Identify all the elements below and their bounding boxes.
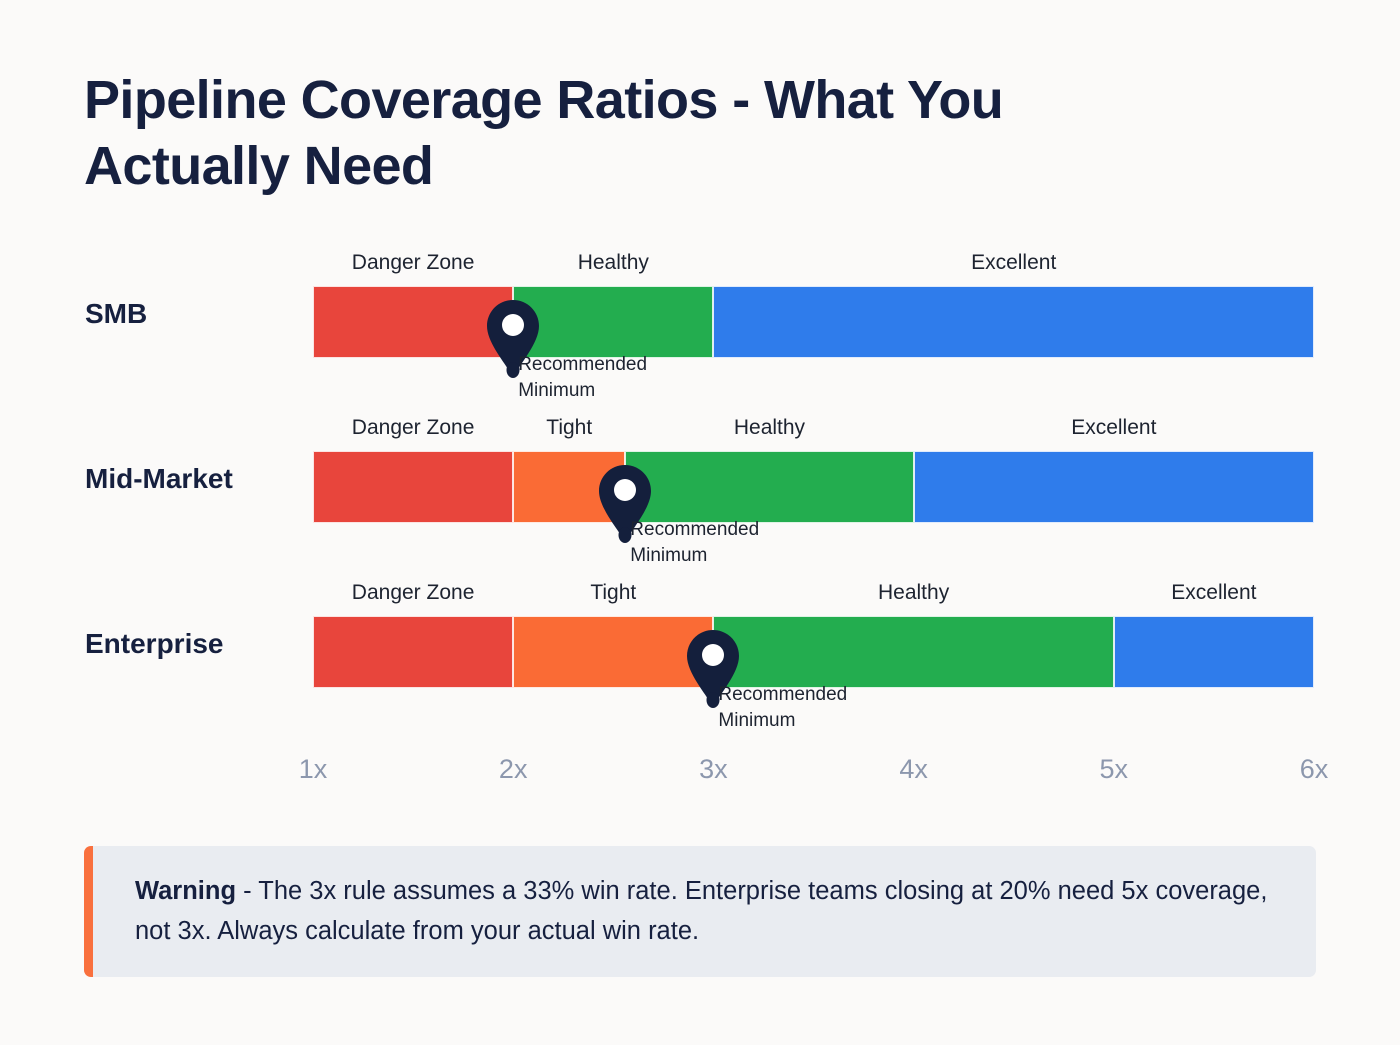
segment-label: Danger Zone <box>351 416 475 439</box>
segment-danger-zone[interactable] <box>313 286 514 358</box>
warning-label: Warning <box>135 877 237 905</box>
map-pin-icon <box>687 630 740 706</box>
marker-dot <box>706 692 720 708</box>
marker-caption-line1: Recommended <box>518 354 648 375</box>
marker-caption: Recommended Minimum <box>518 352 647 403</box>
segment-label: Healthy <box>577 251 649 274</box>
page-title: Pipeline Coverage Ratios - What You Actu… <box>84 70 1004 196</box>
warning-callout: Warning - The 3x rule assumes a 33% win … <box>84 846 1316 978</box>
row-label-smb: SMB <box>85 298 148 329</box>
marker-caption: Recommended Minimum <box>718 682 847 733</box>
coverage-track: Danger Zone Tight Healthy Excellent Recommen… <box>313 581 1314 731</box>
row-label-enterprise: Enterprise <box>85 628 224 659</box>
segment-excellent[interactable] <box>913 451 1314 523</box>
marker-dot <box>618 527 632 543</box>
coverage-track: Danger Zone Healthy Excellent Recommended Mi… <box>313 251 1314 401</box>
segment-label: Danger Zone <box>351 581 475 604</box>
segment-danger-zone[interactable] <box>313 451 514 523</box>
recommended-minimum-marker[interactable]: Recommended Minimum <box>486 300 647 401</box>
axis-tick: 5x <box>1099 754 1129 784</box>
segment-label: Excellent <box>971 251 1057 274</box>
marker-caption-line2: Minimum <box>630 544 708 566</box>
segment-tight[interactable] <box>513 616 714 688</box>
axis-tick: 4x <box>899 754 928 784</box>
segment-label: Excellent <box>1071 416 1157 439</box>
warning-body: - The 3x rule assumes a 33% win rate. En… <box>135 877 1268 945</box>
x-axis: 1x 2x 3x 4x 5x 6x <box>0 754 1400 794</box>
axis-tick: 2x <box>498 754 528 784</box>
marker-caption-line2: Minimum <box>718 709 796 731</box>
marker-caption: Recommended Minimum <box>630 517 759 568</box>
warning-text: Warning - The 3x rule assumes a 33% win … <box>135 872 1282 951</box>
segment-label: Excellent <box>1171 581 1257 604</box>
coverage-track: Danger Zone Tight Healthy Excellent Recommen… <box>313 416 1314 566</box>
marker-caption-line1: Recommended <box>630 519 760 540</box>
coverage-chart: SMB Danger Zone Healthy Excellent Recommende… <box>0 236 1400 796</box>
map-pin-icon <box>487 300 540 376</box>
segment-label: Tight <box>546 416 593 439</box>
segment-healthy[interactable] <box>513 286 714 358</box>
marker-caption-line1: Recommended <box>718 684 848 705</box>
segment-excellent[interactable] <box>1113 616 1314 688</box>
segment-label: Healthy <box>877 581 950 604</box>
row-label-mid-market: Mid-Market <box>85 463 233 494</box>
recommended-minimum-marker[interactable]: Recommended Minimum <box>598 465 759 566</box>
segment-healthy[interactable] <box>625 451 914 523</box>
segment-label: Tight <box>590 581 637 604</box>
axis-tick: 3x <box>699 754 728 784</box>
segment-label: Healthy <box>733 416 806 439</box>
segment-label: Danger Zone <box>351 251 475 274</box>
segment-danger-zone[interactable] <box>313 616 514 688</box>
segment-healthy[interactable] <box>713 616 1114 688</box>
map-pin-icon <box>599 465 652 541</box>
marker-dot <box>506 362 520 378</box>
marker-caption-line2: Minimum <box>518 379 596 401</box>
segment-excellent[interactable] <box>713 286 1314 358</box>
axis-tick: 6x <box>1299 754 1329 784</box>
recommended-minimum-marker[interactable]: Recommended Minimum <box>686 630 847 731</box>
axis-tick: 1x <box>298 754 328 784</box>
